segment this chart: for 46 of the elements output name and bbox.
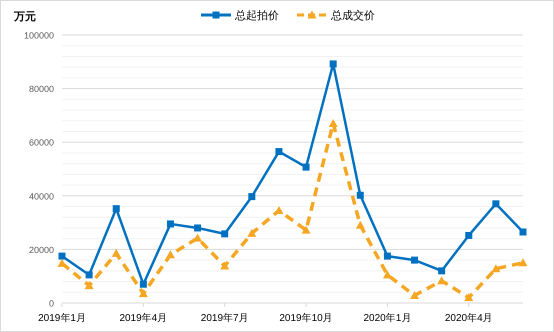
point bbox=[384, 252, 391, 260]
point bbox=[330, 60, 337, 68]
x-tick-label: 2019年7月 bbox=[200, 312, 249, 324]
point bbox=[356, 220, 365, 229]
point bbox=[247, 228, 256, 237]
point bbox=[492, 200, 500, 208]
x-tick-label: 2019年10月 bbox=[279, 312, 333, 324]
point bbox=[221, 230, 228, 238]
point bbox=[491, 264, 500, 272]
legend-label: 总成交价 bbox=[330, 9, 375, 22]
x-tick-label: 2020年4月 bbox=[444, 312, 493, 324]
point bbox=[464, 293, 474, 302]
y-tick-label: 0 bbox=[48, 298, 54, 308]
point bbox=[112, 205, 120, 212]
x-tick-label: 2019年4月 bbox=[119, 312, 168, 324]
y-tick-label: 100000 bbox=[24, 30, 54, 40]
point bbox=[465, 232, 472, 239]
point bbox=[438, 267, 446, 274]
point bbox=[138, 289, 148, 298]
point bbox=[356, 192, 364, 199]
point bbox=[411, 256, 418, 264]
point bbox=[140, 280, 147, 288]
legend-label: 总起拍价 bbox=[234, 9, 279, 22]
x-tick-label: 2019年1月 bbox=[38, 312, 86, 324]
point bbox=[194, 224, 202, 232]
point bbox=[328, 118, 338, 127]
y-tick-label: 80000 bbox=[28, 84, 54, 94]
y-tick-label: 20000 bbox=[28, 244, 54, 255]
point bbox=[58, 252, 66, 260]
point bbox=[84, 281, 94, 290]
y-axis-title: 万元 bbox=[13, 11, 36, 23]
point bbox=[518, 258, 528, 266]
point bbox=[520, 228, 526, 236]
point bbox=[410, 290, 420, 299]
point bbox=[220, 262, 230, 270]
point bbox=[275, 148, 282, 156]
x-tick-label: 2020年1月 bbox=[364, 312, 412, 324]
point bbox=[248, 193, 256, 200]
point bbox=[86, 271, 93, 278]
y-tick-label: 40000 bbox=[28, 191, 54, 202]
point bbox=[166, 220, 174, 228]
point bbox=[112, 248, 121, 257]
y-tick-label: 60000 bbox=[28, 138, 54, 148]
point bbox=[166, 250, 175, 258]
point bbox=[302, 226, 311, 234]
point bbox=[302, 164, 310, 171]
